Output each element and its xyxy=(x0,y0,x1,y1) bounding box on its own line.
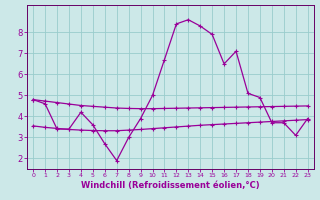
X-axis label: Windchill (Refroidissement éolien,°C): Windchill (Refroidissement éolien,°C) xyxy=(81,181,260,190)
